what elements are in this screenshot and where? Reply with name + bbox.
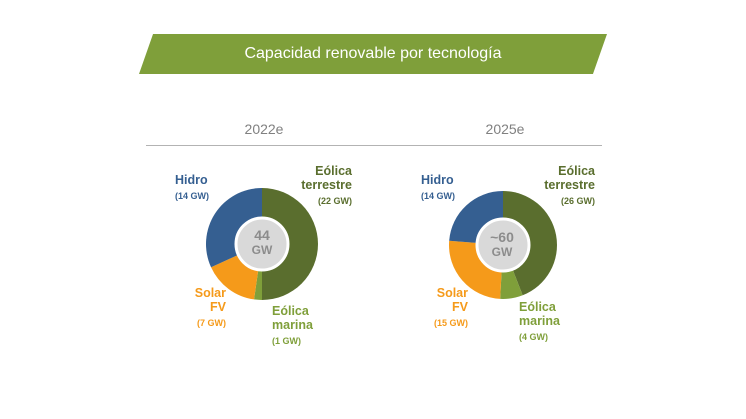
label-name-line2: marina (519, 314, 560, 328)
label-name-line1: Solar (194, 286, 226, 300)
label-name-line2: FV (452, 300, 468, 314)
chart-title: Capacidad renovable por tecnología (244, 45, 502, 62)
label-eolica-terrestre-2025: Eólica terrestre (26 GW) (540, 164, 595, 208)
label-value: (14 GW) (421, 191, 456, 201)
label-hidro-2025: Hidro (14 GW) (421, 173, 455, 203)
label-solar-2025: Solar FV (15 GW) (428, 286, 468, 330)
label-name: Hidro (421, 173, 454, 187)
donut-hole-2022e (234, 216, 290, 272)
label-value: (15 GW) (433, 318, 468, 328)
year-label-2022: 2022e (244, 121, 284, 137)
donut-hole-2025e (475, 217, 531, 273)
label-name-line2: FV (210, 300, 226, 314)
center-value: ~60 (490, 229, 514, 245)
center-unit: GW (251, 243, 273, 257)
label-value: (7 GW) (197, 318, 226, 328)
label-name-line2: terrestre (301, 178, 352, 192)
label-name-line1: Solar (436, 286, 468, 300)
donut-center-2022: 44 GW (237, 228, 287, 258)
label-name-line1: Eólica (558, 164, 595, 178)
center-value: 44 (254, 227, 270, 243)
label-name-line1: Eólica (315, 164, 352, 178)
label-name-line2: marina (272, 318, 313, 332)
label-eolica-marina-2025: Eólica marina (4 GW) (519, 300, 560, 344)
divider-line (146, 145, 602, 146)
label-value: (26 GW) (560, 196, 595, 206)
slice-eolica-terrestre-2022e (262, 188, 318, 300)
label-name-line2: terrestre (544, 178, 595, 192)
label-name: Hidro (175, 173, 208, 187)
label-value: (1 GW) (272, 336, 301, 346)
label-solar-2022: Solar FV (7 GW) (186, 286, 226, 330)
label-eolica-marina-2022: Eólica marina (1 GW) (272, 304, 313, 348)
label-value: (22 GW) (317, 196, 352, 206)
center-unit: GW (491, 245, 513, 259)
label-eolica-terrestre-2022: Eólica terrestre (22 GW) (298, 164, 352, 208)
label-hidro-2022: Hidro (14 GW) (175, 173, 209, 203)
title-banner: Capacidad renovable por tecnología (139, 34, 607, 74)
donut-center-2025: ~60 GW (477, 230, 527, 260)
label-name-line1: Eólica (519, 300, 556, 314)
label-value: (4 GW) (519, 332, 548, 342)
label-value: (14 GW) (175, 191, 210, 201)
year-label-2025: 2025e (485, 121, 525, 137)
label-name-line1: Eólica (272, 304, 309, 318)
